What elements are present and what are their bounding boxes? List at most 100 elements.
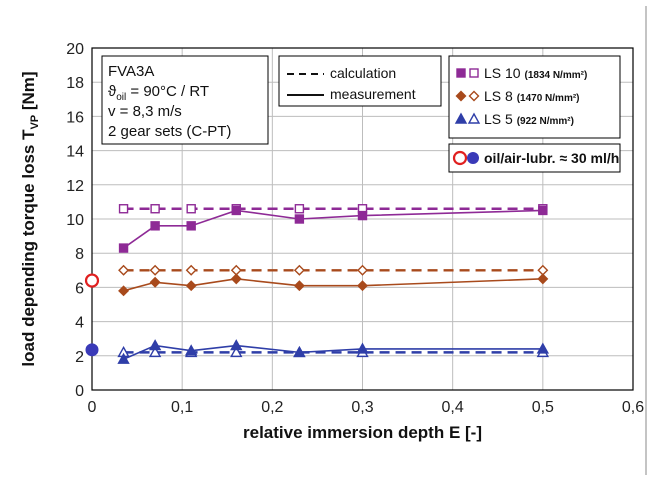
oil-air-filled-marker <box>467 152 479 164</box>
series-layer <box>84 204 550 364</box>
oil-air-legend: oil/air-lubr. ≈ 30 ml/h <box>448 143 621 173</box>
measurement-point <box>118 285 130 297</box>
y-tick-label: 20 <box>66 41 84 58</box>
legend-marker-filled <box>454 112 468 124</box>
calculation-point <box>293 264 305 276</box>
series-ls-8 <box>118 264 549 297</box>
legend-series-detail: (1834 N/mm²) <box>524 70 587 81</box>
x-tick-label: 0,4 <box>442 399 464 416</box>
info-line-2-rest: = 90°C / RT <box>126 83 209 100</box>
calculation-point <box>118 264 130 276</box>
x-tick-label: 0,6 <box>622 399 644 416</box>
measurement-line <box>123 209 543 249</box>
legend-entry-label: LS 8 (1470 N/mm²) <box>484 88 580 104</box>
y-tick-label: 10 <box>66 212 84 229</box>
measurement-point <box>230 273 242 285</box>
y-tick-label: 2 <box>75 349 84 366</box>
y-tick-label: 12 <box>66 178 84 195</box>
style-legend: calculation measurement <box>278 55 442 107</box>
oil-air-open-marker <box>452 150 468 166</box>
y-axis-label-sub: VP <box>29 115 41 130</box>
measurement-point <box>117 352 130 364</box>
calculation-point <box>294 204 305 214</box>
measurement-point <box>185 280 197 292</box>
chart-frame: 0 2 4 6 8 10 12 14 16 18 20 0 0,1 0,2 0,3 0,4 0,5 0,6 rel… <box>6 6 649 475</box>
x-tick-label: 0 <box>88 399 97 416</box>
legend-series-name: LS 10 <box>484 65 524 81</box>
calculation-point <box>186 204 196 214</box>
y-axis-label-main: load depending torque loss T <box>19 129 38 367</box>
oil-air-point-open <box>84 273 100 288</box>
legend-series-detail: (922 N/mm²) <box>517 116 574 127</box>
measurement-label: measurement <box>330 86 416 102</box>
legend-series-name: LS 8 <box>484 88 517 104</box>
style-legend-border <box>278 55 442 107</box>
x-tick-label: 0,2 <box>261 399 283 416</box>
calculation-point <box>357 264 368 276</box>
measurement-point <box>537 273 549 285</box>
y-axis-label-unit: [Nm] <box>19 71 38 114</box>
series-legend: LS 10 (1834 N/mm²) LS 8 (1470 N/mm²) LS 5 … <box>448 55 621 139</box>
legend-marker-filled <box>456 68 466 78</box>
measurement-point <box>118 243 129 253</box>
measurement-point <box>231 205 241 216</box>
series-ls-10 <box>118 204 548 253</box>
legend-entry-label: LS 5 (922 N/mm²) <box>484 111 574 127</box>
measurement-point <box>184 344 198 356</box>
measurement-point <box>186 221 196 231</box>
info-line-2: ϑoil = 90°C / RT <box>108 83 209 103</box>
measurement-point <box>230 339 243 351</box>
legend-marker-open <box>467 112 481 124</box>
y-tick-label: 0 <box>75 383 84 400</box>
calculation-point <box>149 264 161 276</box>
y-axis-label: load depending torque loss TVP [Nm] <box>19 71 41 366</box>
measurement-point <box>356 342 369 354</box>
measurement-point <box>293 280 305 292</box>
series-ls-5 <box>117 339 550 364</box>
calculation-point <box>230 345 243 358</box>
calculation-point <box>150 204 160 214</box>
measurement-point <box>149 276 161 288</box>
y-tick-label: 14 <box>66 144 84 161</box>
measurement-point <box>357 210 368 221</box>
measurement-line <box>123 278 543 292</box>
info-line-2-sub: oil <box>116 92 126 103</box>
calculation-point <box>185 264 197 276</box>
calculation-point <box>118 204 129 214</box>
legend-entry-label: LS 10 (1834 N/mm²) <box>484 65 587 81</box>
x-tick-label: 0,5 <box>532 399 554 416</box>
legend-marker-filled <box>455 90 467 102</box>
info-box-border <box>101 55 269 145</box>
y-tick-label: 8 <box>75 246 84 263</box>
legend-series-detail: (1470 N/mm²) <box>517 93 580 104</box>
legend-marker-open <box>468 90 480 102</box>
calculation-point <box>148 345 162 358</box>
info-line-2-symbol: ϑ <box>108 83 117 100</box>
y-tick-label: 16 <box>66 109 84 126</box>
oil-air-point-filled <box>85 343 99 357</box>
measurement-point <box>294 214 305 224</box>
info-line-1: FVA3A <box>108 63 154 80</box>
legend-marker-open <box>469 68 479 78</box>
plot-border <box>91 47 634 391</box>
measurement-point <box>150 221 160 231</box>
info-line-3: v = 8,3 m/s <box>108 103 182 120</box>
tick-labels: 0 2 4 6 8 10 12 14 16 18 20 0 0,1 0,2 0,3 0,4 0,5 0,6 <box>66 41 644 416</box>
y-tick-label: 4 <box>75 315 84 332</box>
info-line-4: 2 gear sets (C-PT) <box>108 123 231 140</box>
x-tick-label: 0,1 <box>171 399 193 416</box>
legend-series-name: LS 5 <box>484 111 517 127</box>
measurement-point <box>538 205 548 216</box>
x-axis-label: relative immersion depth E [-] <box>243 423 482 442</box>
oil-air-label: oil/air-lubr. ≈ 30 ml/h <box>484 150 619 166</box>
y-tick-label: 18 <box>66 75 84 92</box>
torque-loss-chart: 0 2 4 6 8 10 12 14 16 18 20 0 0,1 0,2 0,3 0,4 0,5 0,6 rel… <box>19 6 647 475</box>
measurement-point <box>148 339 162 351</box>
x-tick-label: 0,3 <box>351 399 373 416</box>
measurement-point <box>293 345 306 358</box>
measurement-point <box>357 280 368 292</box>
info-box: FVA3A ϑoil = 90°C / RT v = 8,3 m/s 2 gea… <box>101 55 269 145</box>
measurement-point <box>536 342 550 354</box>
y-tick-label: 6 <box>75 280 84 297</box>
calculation-label: calculation <box>330 65 396 81</box>
